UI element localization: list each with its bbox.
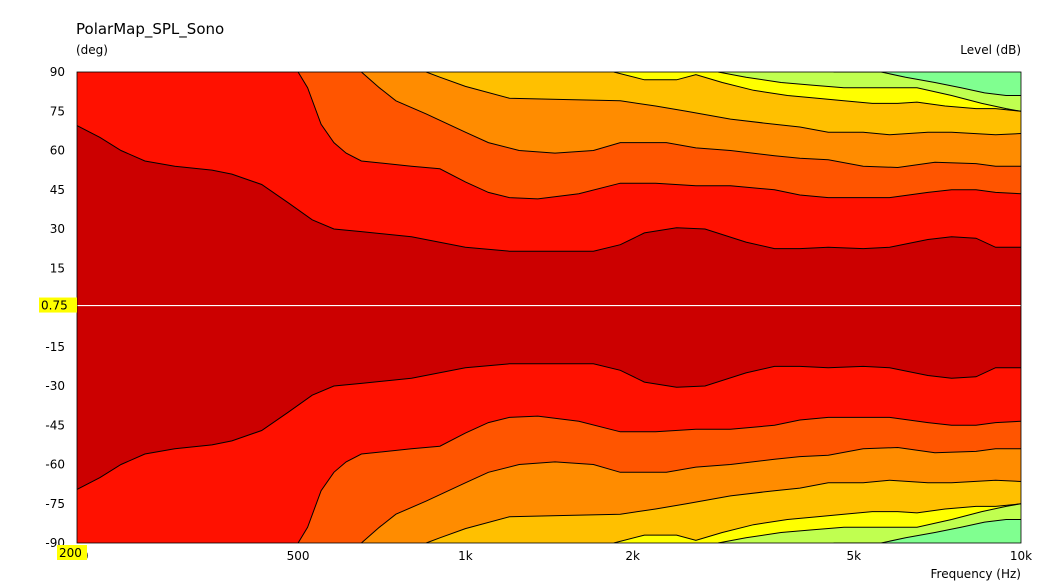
band-upper-level-7	[833, 72, 1021, 96]
y-tick-label: 90	[50, 65, 65, 79]
contour-line-upper-1	[77, 125, 1021, 252]
contour-line-upper-3	[361, 72, 1021, 169]
contour-line-lower-2	[297, 415, 1021, 543]
cursor-y-label: 0.75	[41, 299, 68, 313]
y-tick-label: -60	[45, 458, 65, 472]
contour-line-upper-4	[426, 72, 1021, 136]
colorbar-label: Level (dB)	[960, 43, 1021, 57]
x-axis-label: Frequency (Hz)	[931, 567, 1022, 581]
contour-line-upper-7	[833, 72, 1021, 96]
y-tick-label: -15	[45, 340, 65, 354]
x-axis-ticks: 2005001k2k5k10k	[66, 549, 1033, 563]
y-tick-label: -75	[45, 497, 65, 511]
x-tick-label: 5k	[846, 549, 861, 563]
contour-line-lower-7	[833, 519, 1021, 543]
contour-line-lower-4	[426, 479, 1021, 543]
y-tick-label: 75	[50, 104, 65, 118]
x-tick-label: 2k	[625, 549, 640, 563]
y-tick-label: 60	[50, 144, 65, 158]
contour-line-upper-6	[718, 72, 1021, 112]
contour-line-lower-1	[77, 363, 1021, 490]
y-tick-label: -30	[45, 379, 65, 393]
contour-lines	[77, 72, 1021, 543]
y-tick-label: 45	[50, 183, 65, 197]
contour-line-upper-2	[297, 72, 1021, 200]
contour-line-lower-3	[361, 446, 1021, 543]
cursor-y-label-background	[39, 297, 77, 313]
x-tick-label: 10k	[1010, 549, 1032, 563]
x-tick-label: 500	[287, 549, 310, 563]
y-tick-label: -45	[45, 418, 65, 432]
band-lower-level-7	[833, 519, 1021, 543]
contour-line-lower-5	[613, 503, 1021, 543]
contour-bands	[77, 72, 1021, 543]
contour-line-lower-6	[718, 503, 1021, 543]
contour-line-upper-5	[613, 72, 1021, 112]
cursor-x-label: 200	[59, 546, 82, 560]
y-axis-label: (deg)	[76, 43, 108, 57]
y-tick-label: 30	[50, 222, 65, 236]
y-tick-label: 15	[50, 261, 65, 275]
chart-title: PolarMap_SPL_Sono	[76, 20, 224, 39]
cursor-x-label-background	[57, 545, 87, 560]
x-tick-label: 1k	[458, 549, 473, 563]
